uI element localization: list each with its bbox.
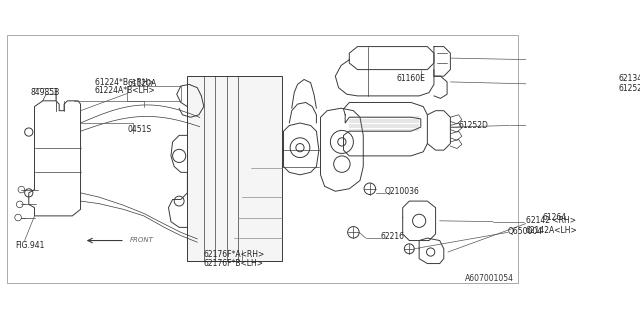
Text: Q210036: Q210036 [385, 187, 419, 196]
Text: FRONT: FRONT [130, 237, 154, 243]
Text: Q650004: Q650004 [508, 228, 543, 236]
Text: 61264: 61264 [543, 212, 566, 221]
Text: A607001054: A607001054 [465, 274, 514, 283]
Text: 62216: 62216 [381, 232, 404, 241]
Text: 61252D: 61252D [459, 121, 488, 130]
Text: 61252E: 61252E [618, 84, 640, 93]
Text: 62142 <RH>: 62142 <RH> [526, 216, 576, 225]
Bar [127, 86, 181, 101]
Text: 62142A<LH>: 62142A<LH> [526, 226, 578, 235]
Text: 62134V: 62134V [618, 74, 640, 83]
Text: 61224*B <RH>: 61224*B <RH> [95, 78, 154, 87]
Text: 62176F*A<RH>: 62176F*A<RH> [204, 251, 265, 260]
Text: FIG.941: FIG.941 [15, 241, 44, 250]
Text: 62176F*B<LH>: 62176F*B<LH> [204, 259, 264, 268]
Text: 61160E: 61160E [396, 74, 425, 83]
Text: 61224A*B<LH>: 61224A*B<LH> [95, 86, 156, 95]
Text: 84985B: 84985B [31, 89, 60, 98]
Text: 61120A: 61120A [127, 79, 157, 88]
Bar [188, 76, 282, 261]
Text: 0451S: 0451S [127, 125, 152, 134]
